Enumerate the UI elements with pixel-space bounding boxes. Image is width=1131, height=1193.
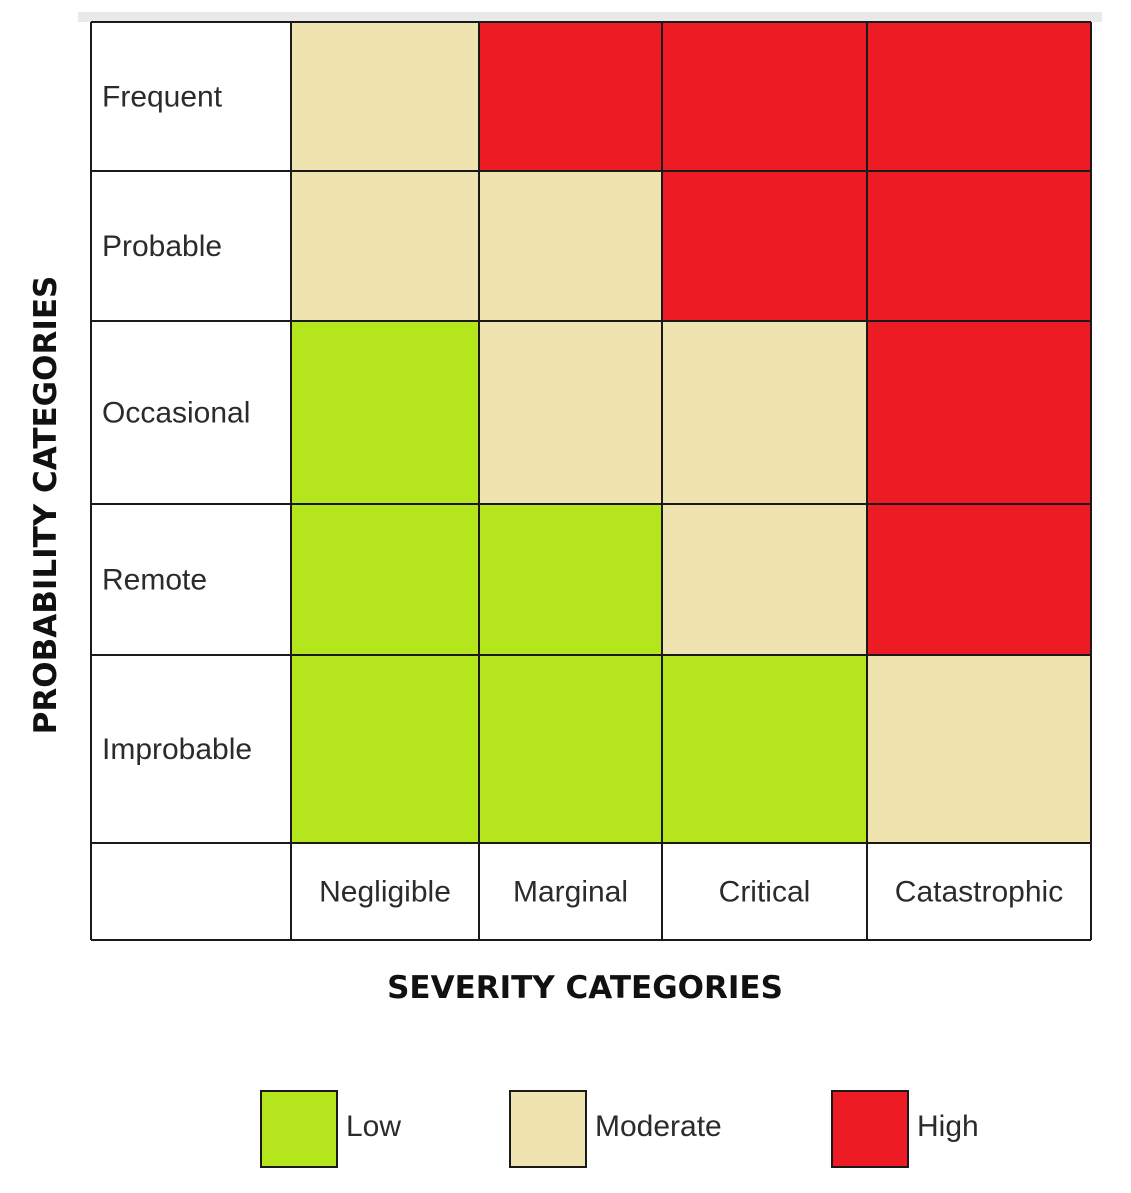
cell-occasional-negligible	[291, 321, 479, 504]
cell-probable-critical	[662, 171, 867, 321]
top-border-strip	[78, 12, 1102, 22]
x-axis-title: SEVERITY CATEGORIES	[387, 970, 783, 1006]
y-axis-title: PROBABILITY CATEGORIES	[28, 276, 64, 735]
legend-items: Low Moderate High	[260, 1090, 979, 1168]
cell-probable-catastrophic	[867, 171, 1091, 321]
cell-probable-marginal	[479, 171, 662, 321]
cell-occasional-critical	[662, 321, 867, 504]
legend-label-low: Low	[346, 1110, 401, 1143]
cell-frequent-negligible	[291, 22, 479, 171]
cell-remote-marginal	[479, 504, 662, 655]
cell-remote-negligible	[291, 504, 479, 655]
cell-probable-negligible	[291, 171, 479, 321]
row-label-improbable: Improbable	[102, 733, 252, 766]
cell-remote-critical	[662, 504, 867, 655]
col-label-catastrophic: Catastrophic	[895, 876, 1063, 909]
matrix-labels: Frequent Probable Occasional Remote Improbab…	[102, 81, 1063, 909]
col-label-negligible: Negligible	[319, 876, 451, 909]
cell-frequent-marginal	[479, 22, 662, 171]
legend-swatch-low	[260, 1090, 338, 1168]
cell-occasional-marginal	[479, 321, 662, 504]
cell-improbable-catastrophic	[867, 655, 1091, 843]
legend-swatch-high	[831, 1090, 909, 1168]
legend-label-moderate: Moderate	[595, 1110, 722, 1143]
row-label-remote: Remote	[102, 564, 207, 597]
cell-improbable-marginal	[479, 655, 662, 843]
legend-swatch-moderate	[509, 1090, 587, 1168]
cell-occasional-catastrophic	[867, 321, 1091, 504]
cell-remote-catastrophic	[867, 504, 1091, 655]
col-label-critical: Critical	[719, 876, 811, 909]
matrix-cells	[91, 22, 1091, 940]
row-label-frequent: Frequent	[102, 81, 223, 114]
cell-frequent-catastrophic	[867, 22, 1091, 171]
row-label-occasional: Occasional	[102, 397, 250, 430]
row-label-probable: Probable	[102, 230, 222, 263]
cell-frequent-critical	[662, 22, 867, 171]
cell-improbable-negligible	[291, 655, 479, 843]
cell-improbable-critical	[662, 655, 867, 843]
col-label-marginal: Marginal	[513, 876, 628, 909]
risk-matrix: Frequent Probable Occasional Remote Improbab…	[28, 21, 1092, 1006]
matrix-grid	[90, 21, 1092, 941]
legend-label-high: High	[917, 1110, 979, 1143]
